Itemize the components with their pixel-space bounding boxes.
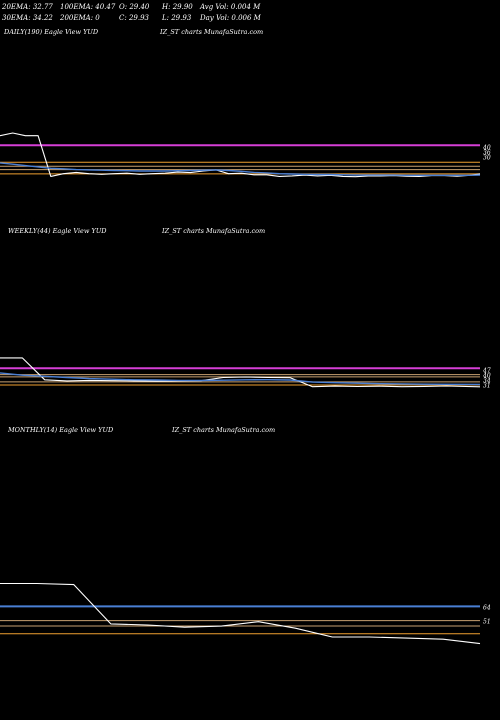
monthly-price-label-0: 64: [483, 604, 491, 611]
weekly-price-label-0: 47: [482, 367, 491, 374]
weekly-series-1-line: [0, 372, 481, 386]
day-vol-stat: Day Vol: 0.006 M: [200, 14, 261, 22]
monthly-series-0-line: [0, 582, 481, 645]
low-stat: L: 29.93: [162, 14, 192, 22]
weekly-price-label-1: 40: [482, 372, 491, 379]
ema100-stat: 100EMA: 40.47: [60, 3, 116, 11]
weekly-panel-label: WEEKLY(44) Eagle View YUD: [8, 227, 107, 235]
monthly-chart: 64 51: [0, 582, 491, 645]
ema20-stat: 20EMA: 32.77: [2, 3, 53, 11]
daily-series-1-line: [0, 162, 481, 177]
daily-price-label-0: 40: [482, 144, 491, 151]
weekly-price-label-2: 34: [483, 377, 491, 384]
ema200-stat: 200EMA: 0: [60, 14, 100, 22]
close-stat: C: 29.93: [119, 14, 149, 22]
open-stat: O: 29.40: [119, 3, 150, 11]
daily-panel-label: DAILY(190) Eagle View YUD: [4, 28, 99, 36]
ema30-stat: 30EMA: 34.22: [2, 14, 53, 22]
avg-vol-stat: Avg Vol: 0.004 M: [200, 3, 261, 11]
daily-series-0-line: [0, 132, 481, 178]
daily-price-label-2: 30: [483, 154, 491, 161]
daily-price-label-1: 36: [483, 149, 491, 156]
daily-panel-watermark: IZ_ST charts MunafaSutra.com: [160, 28, 264, 36]
monthly-panel-label: MONTHLY(14) Eagle View YUD: [8, 426, 114, 434]
weekly-series-0-line: [0, 357, 481, 388]
high-stat: H: 29.90: [162, 3, 193, 11]
monthly-panel-watermark: IZ_ST charts MunafaSutra.com: [172, 426, 276, 434]
weekly-panel-watermark: IZ_ST charts MunafaSutra.com: [162, 227, 266, 235]
monthly-price-label-1: 51: [483, 619, 491, 626]
weekly-price-label-3: 31: [483, 382, 491, 389]
